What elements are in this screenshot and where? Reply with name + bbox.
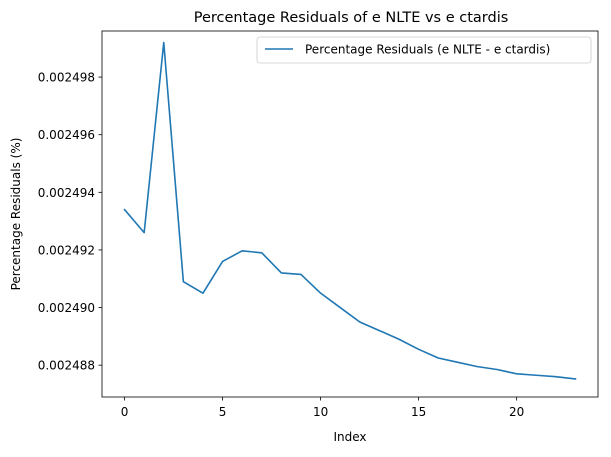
y-tick-label: 0.002496 <box>38 128 95 142</box>
series-line <box>123 41 577 380</box>
x-axis-label: Index <box>333 430 366 444</box>
x-tick-label: 20 <box>509 405 524 419</box>
y-tick-label: 0.002492 <box>38 243 95 257</box>
x-tick-label: 0 <box>121 405 129 419</box>
axes-frame <box>101 30 599 398</box>
x-tick-label: 10 <box>313 405 328 419</box>
plot-area <box>101 30 599 398</box>
legend-box <box>256 36 592 64</box>
y-tick-label: 0.002490 <box>38 301 95 315</box>
x-axis-ticks: 0 5 10 15 20 <box>121 397 524 419</box>
y-axis-label: Percentage Residuals (%) <box>9 138 23 291</box>
y-tick-label: 0.002494 <box>38 186 95 200</box>
y-tick-label: 0.002488 <box>38 359 95 373</box>
legend-entry-label: Percentage Residuals (e NLTE - e ctardis… <box>305 43 550 57</box>
y-tick-label: 0.002498 <box>38 71 95 85</box>
legend: Percentage Residuals (e NLTE - e ctardis… <box>256 36 592 64</box>
x-tick-label: 15 <box>411 405 426 419</box>
x-tick-label: 5 <box>219 405 227 419</box>
y-axis-ticks: 0.002488 0.002490 0.002492 0.002494 0.002496… <box>38 71 102 373</box>
chart-title: Percentage Residuals of e NLTE vs e ctar… <box>194 10 509 26</box>
